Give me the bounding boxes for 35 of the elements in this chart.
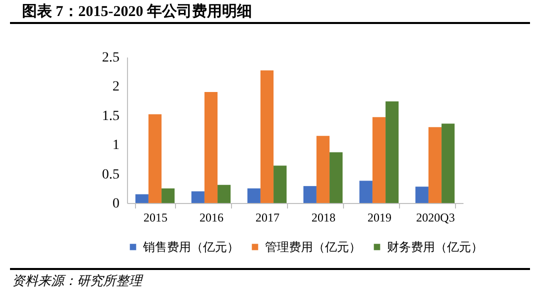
bar	[316, 136, 330, 203]
y-tick-label: 1	[112, 138, 120, 154]
bar	[330, 152, 343, 203]
bar	[162, 188, 175, 203]
legend-label: 管理费用（亿元）	[265, 240, 361, 254]
text: 资料来源：研究所整理	[10, 268, 530, 289]
bar	[204, 92, 218, 203]
y-tick-label: 0.5	[102, 167, 120, 182]
bar	[303, 186, 316, 203]
bar	[386, 101, 399, 203]
bar	[415, 186, 428, 203]
bar	[135, 194, 148, 203]
y-tick-label: 0	[112, 196, 120, 212]
y-tick-label: 2.5	[102, 50, 120, 66]
bar	[359, 180, 372, 203]
x-tick-label: 2016	[200, 210, 224, 224]
bar	[372, 117, 386, 203]
x-tick-label: 2017	[256, 210, 280, 224]
legend-label: 销售费用（亿元）	[142, 240, 239, 254]
legend-label: 财务费用（亿元）	[387, 240, 483, 254]
bar	[274, 166, 287, 203]
bar	[191, 191, 204, 203]
bar	[247, 188, 260, 203]
bar	[428, 127, 442, 203]
y-tick-label: 2	[112, 80, 120, 95]
x-tick-label: 2015	[144, 210, 168, 224]
chart-title: 图表 7：2015-2020 年公司费用明细	[10, 0, 530, 24]
x-tick-label: 2019	[368, 210, 392, 224]
bar	[442, 124, 455, 203]
y-tick-label: 1.5	[102, 108, 120, 124]
x-tick-label: 2020Q3	[416, 210, 455, 224]
x-tick-label: 2018	[312, 210, 336, 224]
bar	[148, 114, 162, 203]
bar	[218, 184, 231, 203]
bar	[260, 70, 274, 203]
